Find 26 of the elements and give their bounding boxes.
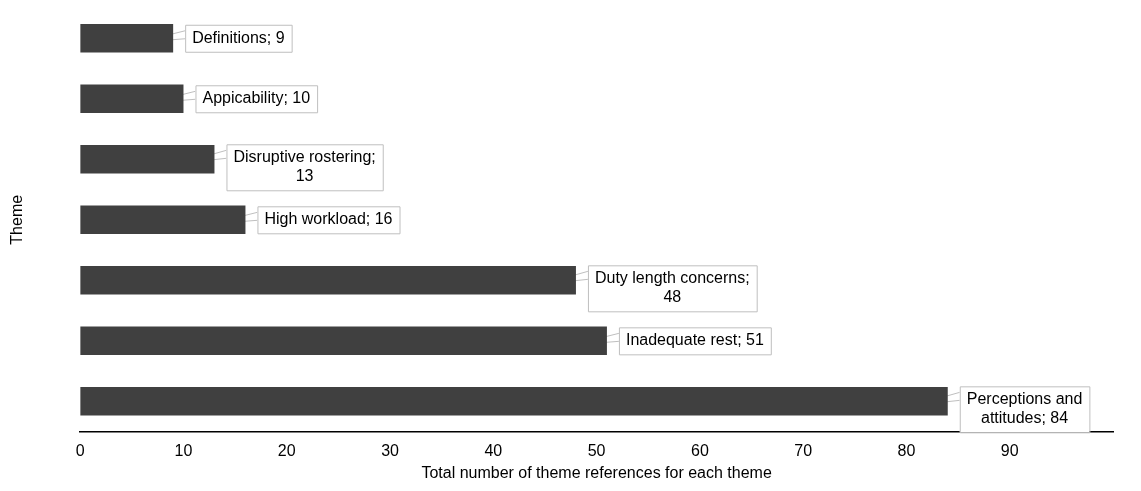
x-tick-label: 0 (75, 441, 85, 459)
data-label: Appicability; 10 (202, 89, 311, 107)
x-tick-label: 90 (1000, 441, 1019, 459)
x-tick-label: 10 (174, 441, 193, 459)
x-tick-label: 70 (794, 441, 813, 459)
x-tick-label: 30 (381, 441, 400, 459)
data-label: Definitions; 9 (192, 28, 285, 46)
bar (80, 24, 174, 53)
y-axis-title: Theme (8, 194, 26, 245)
bar (80, 84, 184, 113)
x-tick-label: 20 (277, 441, 296, 459)
data-label: Disruptive rostering; 13 (233, 148, 376, 185)
bar (80, 326, 607, 356)
bar (80, 387, 948, 416)
bar (80, 205, 246, 235)
data-label: Duty length concerns; 48 (594, 269, 750, 306)
x-tick-label: 50 (587, 441, 606, 459)
bar (80, 145, 215, 174)
bar (80, 266, 576, 295)
data-label: Perceptions and attitudes; 84 (966, 390, 1083, 427)
x-tick-label: 40 (484, 441, 503, 459)
x-axis-title: Total number of theme references for each theme (421, 463, 772, 481)
data-label: Inadequate rest; 51 (625, 331, 764, 349)
data-label: High workload; 16 (264, 210, 393, 228)
x-tick-label: 80 (897, 441, 916, 459)
x-tick-label: 60 (690, 441, 709, 459)
